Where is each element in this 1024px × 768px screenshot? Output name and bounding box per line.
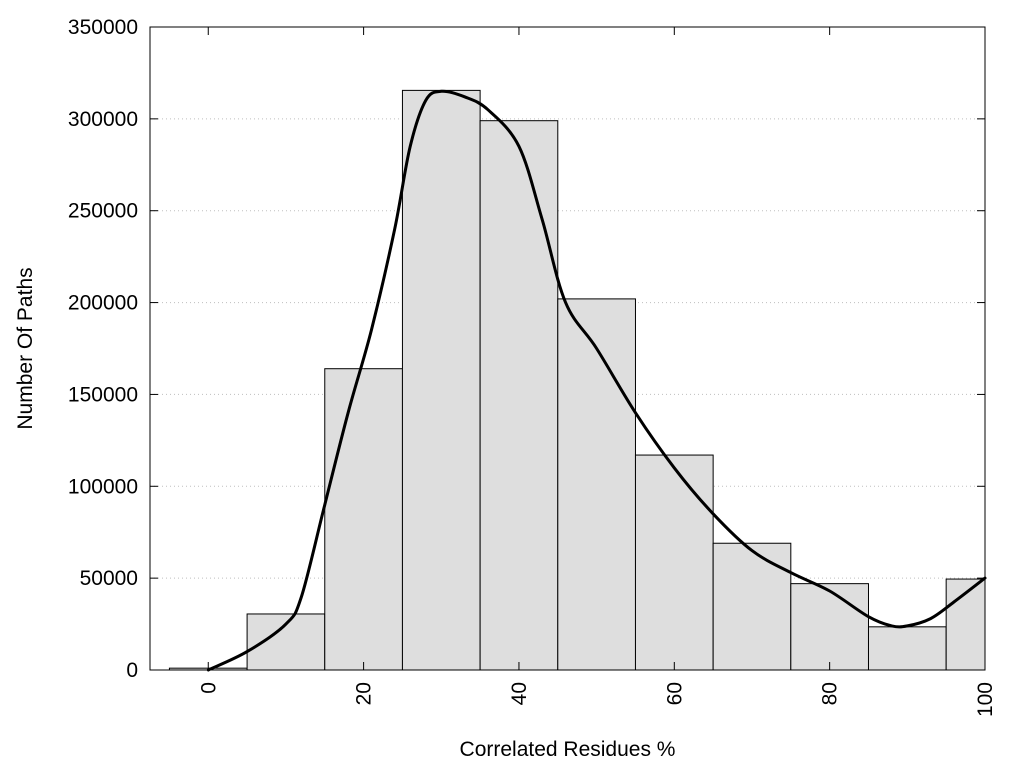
- plot-frame: [149, 26, 986, 671]
- histogram-bar: [634, 454, 714, 671]
- y-tick-label: 50000: [80, 567, 138, 590]
- histogram-bar: [479, 120, 559, 671]
- y-tick-label: 350000: [68, 16, 138, 39]
- x-axis-label: Correlated Residues %: [460, 738, 676, 761]
- histogram-bar: [557, 298, 636, 671]
- y-tick-label: 250000: [68, 200, 138, 223]
- y-tick-label: 150000: [68, 383, 138, 406]
- y-tick-label: 0: [126, 659, 138, 682]
- y-axis-ticks: 0 50000 100000 150000 200000 250000 300000 3500…: [68, 16, 985, 682]
- y-tick-label: 100000: [68, 475, 138, 498]
- histogram-bar: [712, 542, 792, 671]
- histogram-bar: [790, 583, 869, 671]
- histogram-bars: [168, 89, 986, 671]
- x-tick-label: 80: [819, 682, 842, 705]
- x-tick-label: 100: [974, 682, 997, 717]
- histogram-bar: [867, 626, 947, 671]
- histogram-bar: [401, 89, 481, 671]
- histogram-bar: [324, 368, 403, 671]
- x-axis-ticks: 0 20 40 60 80 100: [197, 27, 997, 717]
- y-tick-label: 200000: [68, 292, 138, 315]
- x-tick-label: 60: [663, 682, 686, 705]
- x-tick-label: 0: [197, 682, 220, 694]
- x-tick-label: 20: [353, 682, 376, 705]
- x-tick-label: 40: [508, 682, 531, 705]
- density-curve: [206, 89, 987, 672]
- y-tick-label: 300000: [68, 108, 138, 131]
- y-axis-label: Number Of Paths: [14, 267, 37, 429]
